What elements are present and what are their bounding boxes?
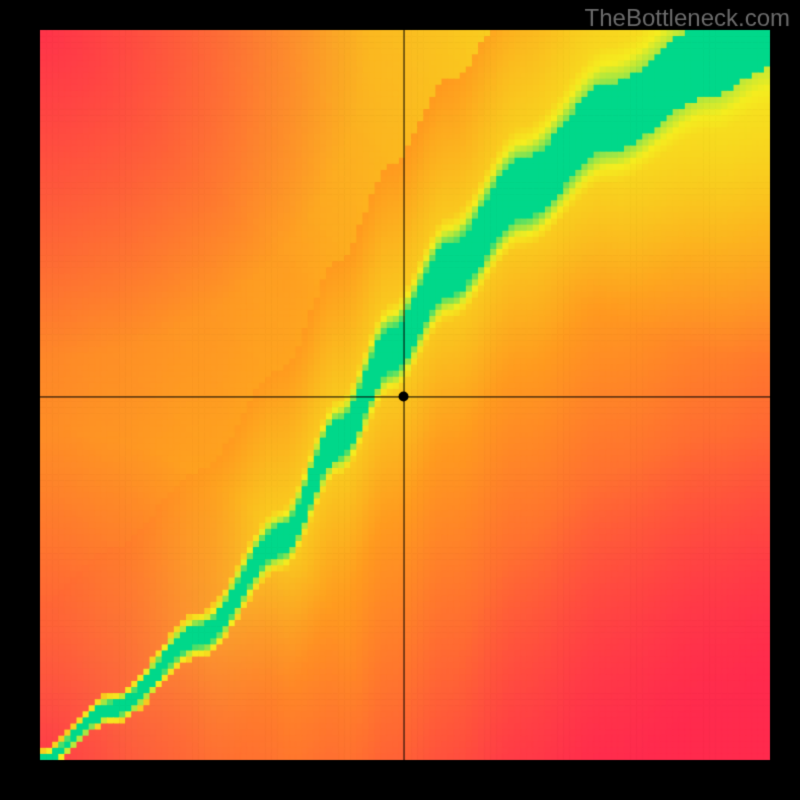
bottleneck-heatmap-canvas: [0, 0, 800, 800]
bottleneck-heatmap-container: [0, 0, 800, 800]
